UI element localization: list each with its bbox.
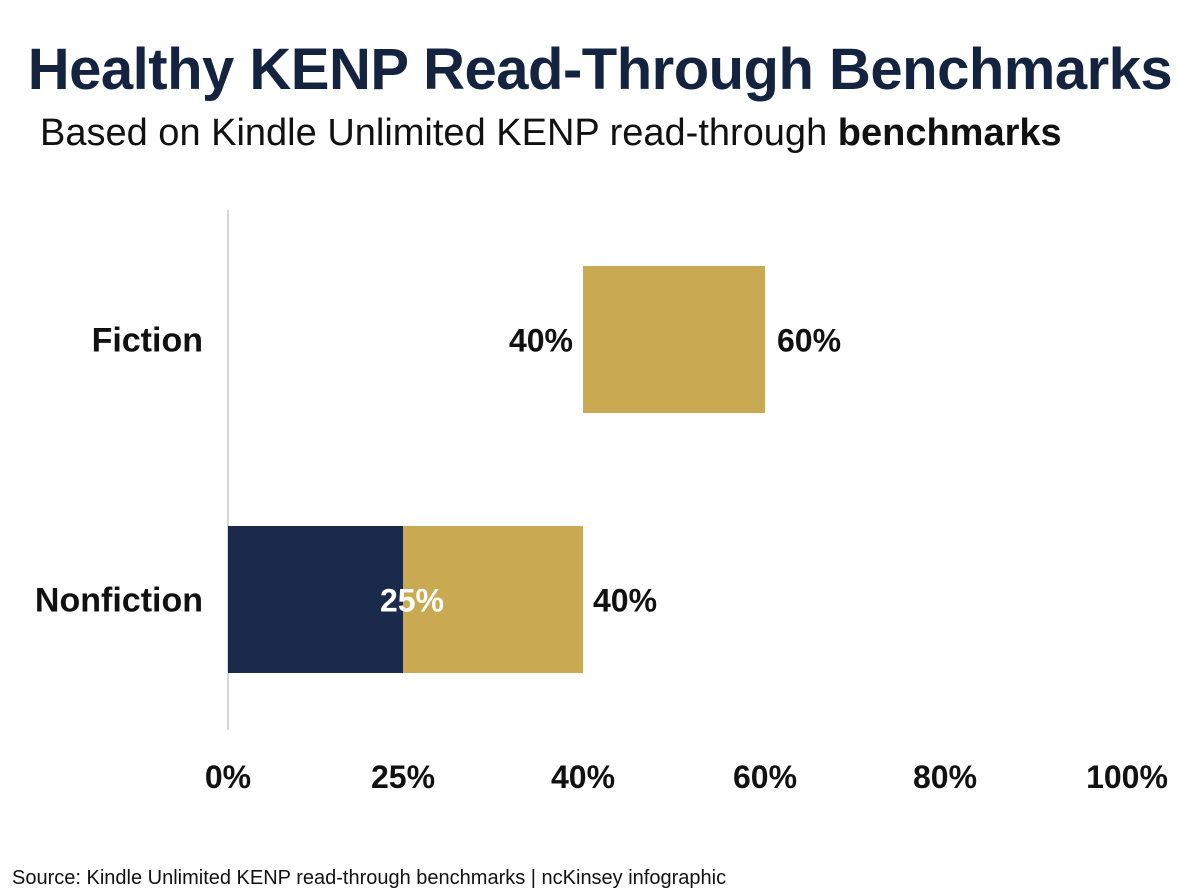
subtitle-bold: benchmarks — [837, 112, 1062, 154]
fiction-start-label: 40% — [509, 323, 573, 359]
bar-fiction-segment-2 — [583, 266, 765, 413]
nonfiction-end-label: 40% — [593, 583, 657, 619]
bar-nonfiction-segment-1 — [228, 526, 403, 673]
fiction-end-label: 60% — [777, 323, 841, 359]
chart-title: Healthy KENP Read-Through Benchmarks — [27, 37, 1173, 102]
x-tick-label: 100% — [1086, 759, 1168, 795]
bar-nonfiction-segment-2 — [403, 526, 583, 673]
x-tick-label: 40% — [551, 759, 615, 795]
x-tick-label: 80% — [913, 759, 977, 795]
nonfiction-inner-label: 25% — [380, 583, 444, 619]
subtitle-regular: Based on Kindle Unlimited KENP read-thro… — [40, 112, 838, 154]
x-tick-label: 0% — [205, 759, 251, 795]
chart-subtitle: Based on Kindle Unlimited KENP read-thro… — [40, 112, 1062, 155]
source-note: Source: Kindle Unlimited KENP read-throu… — [12, 867, 727, 889]
x-tick-label: 25% — [371, 759, 435, 795]
category-label-fiction: Fiction — [92, 322, 203, 360]
x-tick-label: 60% — [733, 759, 797, 795]
category-label-nonfiction: Nonfiction — [35, 582, 203, 620]
